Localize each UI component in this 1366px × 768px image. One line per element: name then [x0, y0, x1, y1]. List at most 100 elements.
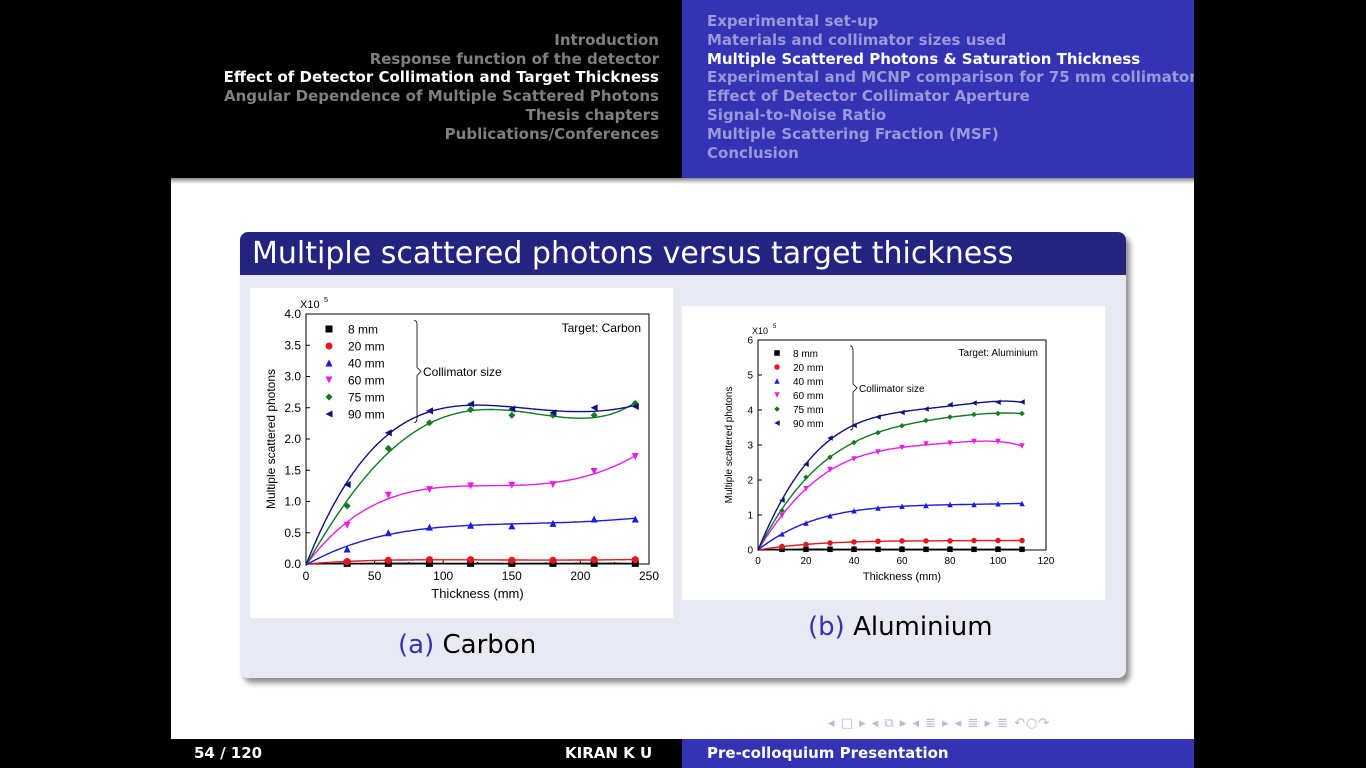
x-tick-label: 40	[848, 556, 860, 567]
data-point	[384, 444, 392, 452]
data-point	[971, 438, 977, 445]
data-point	[947, 501, 953, 508]
data-point	[971, 400, 977, 406]
data-point	[995, 410, 1001, 417]
data-point	[851, 539, 857, 545]
legend-brace	[849, 345, 858, 431]
nav-section-detector-collimation[interactable]: Effect of Detector Collimation and Targe…	[223, 68, 659, 86]
data-point	[425, 556, 433, 564]
caption-aluminium: (b) Aluminium	[808, 612, 993, 642]
data-point	[803, 541, 809, 548]
data-point	[923, 406, 929, 412]
beamer-navigation-symbols[interactable]: ◂ □ ▸ ◂ ⧉ ▸ ◂ ≣ ▸ ◂ ≣ ▸ ≣ ↶○↷	[828, 716, 1051, 731]
data-point	[467, 556, 475, 564]
data-point	[875, 546, 881, 553]
data-point	[827, 540, 833, 546]
data-point	[899, 444, 905, 451]
chart-carbon: 0 50 100 150 200 250 0.0 0.5 1.0 1.5 2.0 2.5 3.0 3.5 4…	[264, 295, 660, 601]
y-tick-label: 6	[747, 336, 753, 347]
data-point	[549, 409, 557, 417]
data-point	[425, 407, 433, 415]
y-tick-label: 2.0	[284, 432, 301, 446]
nav-section-response-function[interactable]: Response function of the detector	[369, 50, 659, 68]
nav-section-publications[interactable]: Publications/Conferences	[444, 125, 659, 143]
data-point	[467, 521, 475, 529]
data-point	[631, 453, 639, 460]
data-point	[923, 546, 929, 553]
y-multiplier-exponent: 5	[324, 295, 328, 304]
data-point	[875, 414, 881, 420]
data-point	[384, 529, 392, 537]
legend-label: 75 mm	[348, 391, 385, 405]
nav-subsection-aperture[interactable]: Effect of Detector Collimator Aperture	[707, 87, 1030, 105]
x-tick-label: 50	[368, 569, 382, 583]
nav-subsection-conclusion[interactable]: Conclusion	[707, 144, 799, 162]
fit-curve	[757, 548, 1022, 551]
data-point	[631, 556, 639, 564]
nav-section-thesis-chapters[interactable]: Thesis chapters	[525, 106, 659, 124]
data-point	[508, 481, 516, 489]
data-point	[425, 559, 433, 567]
nav-subsection-msf[interactable]: Multiple Scattering Fraction (MSF)	[707, 125, 999, 143]
y-tick-label: 3	[747, 441, 753, 452]
nav-section-introduction[interactable]: Introduction	[554, 31, 659, 49]
x-tick-label: 100	[990, 556, 1007, 567]
y-tick-label: 3.5	[284, 338, 301, 352]
data-point	[899, 409, 905, 416]
fit-curve	[757, 502, 1023, 551]
data-point	[384, 491, 392, 499]
caption-aluminium-label: (b)	[808, 612, 845, 642]
data-point	[899, 546, 905, 553]
data-point	[1019, 546, 1025, 553]
data-point	[343, 545, 351, 553]
data-point	[875, 538, 881, 544]
x-tick-label: 100	[433, 569, 453, 583]
data-point	[851, 508, 857, 514]
nav-subsection-materials[interactable]: Materials and collimator sizes used	[707, 31, 1007, 49]
nav-subsection-snr[interactable]: Signal-to-Noise Ratio	[707, 106, 887, 124]
x-tick-label: 20	[800, 556, 812, 567]
fit-curve	[757, 412, 1023, 551]
author-name: KIRAN K U	[565, 744, 653, 762]
x-axis-label: Thickness (mm)	[863, 571, 941, 583]
header-shadow	[171, 178, 1194, 184]
x-axis-label: Thickness (mm)	[431, 586, 523, 601]
nav-subsection-multiple-scattered[interactable]: Multiple Scattered Photons & Saturation …	[707, 50, 1141, 68]
nav-subsection-setup[interactable]: Experimental set-up	[707, 12, 879, 30]
data-point	[590, 468, 598, 475]
data-point	[923, 417, 929, 424]
data-point	[995, 501, 1001, 507]
y-multiplier-label: X10	[752, 326, 768, 336]
data-point	[899, 423, 905, 429]
footer-right	[682, 739, 1194, 768]
data-point	[384, 429, 392, 437]
y-multiplier-label: X10	[300, 299, 320, 311]
data-point	[923, 538, 929, 544]
legend-label: 20 mm	[348, 340, 385, 354]
legend-label: 8 mm	[793, 349, 818, 360]
fit-curve	[757, 539, 1022, 551]
data-point	[590, 411, 598, 419]
nav-section-angular-dependence[interactable]: Angular Dependence of Multiple Scattered…	[224, 87, 659, 105]
data-point	[549, 556, 557, 564]
data-point	[875, 449, 881, 455]
data-point	[508, 556, 516, 564]
data-point	[343, 558, 351, 565]
legend-label: 75 mm	[793, 405, 824, 416]
legend-marker	[325, 393, 333, 401]
data-point	[384, 556, 392, 564]
y-tick-label: 1.5	[284, 463, 301, 477]
data-point	[779, 531, 785, 537]
data-point	[923, 441, 929, 447]
data-point	[343, 521, 351, 529]
legend-label: 8 mm	[348, 323, 378, 337]
data-point	[779, 507, 785, 514]
nav-subsection-mcnp-comparison[interactable]: Experimental and MCNP comparison for 75 …	[707, 68, 1194, 86]
data-point	[803, 474, 809, 480]
x-tick-label: 0	[303, 569, 310, 583]
x-tick-label: 80	[944, 556, 956, 567]
chart-annotation: Target: Carbon	[562, 321, 641, 335]
data-point	[875, 430, 881, 436]
caption-carbon-text: Carbon	[442, 630, 537, 660]
chart-panel-aluminium: 0 20 40 60 80 100 120 0 1 2 3 4 5 6 Thickness (mm) Mult…	[682, 306, 1105, 600]
